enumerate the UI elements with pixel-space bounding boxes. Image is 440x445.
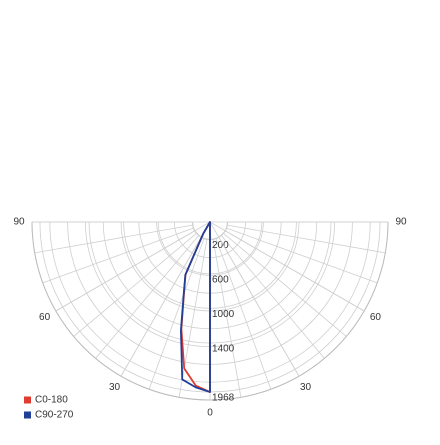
r-tick-label: 1000 xyxy=(212,309,235,320)
angle-tick-label: 30 xyxy=(300,382,312,393)
angle-tick-label: 60 xyxy=(39,312,51,323)
r-tick-label: 200 xyxy=(212,240,229,251)
angle-tick-label: 90 xyxy=(395,217,407,228)
minor-radial xyxy=(227,224,386,254)
minor-radial xyxy=(34,224,193,254)
minor-radial xyxy=(212,239,242,398)
minor-radial xyxy=(148,238,205,390)
angle-tick-label: 90 xyxy=(13,217,25,228)
r-tick-label: 1968 xyxy=(212,393,235,404)
minor-radial xyxy=(221,235,325,359)
grid-radial xyxy=(120,221,211,377)
minor-radial xyxy=(226,227,378,284)
minor-radial xyxy=(95,235,199,359)
legend-swatch xyxy=(24,396,31,404)
minor-radial xyxy=(223,233,347,337)
grid-radial xyxy=(209,221,300,377)
r-tick-label: 600 xyxy=(212,274,229,285)
series-line xyxy=(180,221,211,393)
legend-label: C90-270 xyxy=(35,410,74,421)
grid-radial xyxy=(209,221,365,312)
minor-radial xyxy=(73,233,197,337)
angle-tick-label: 0 xyxy=(207,408,213,419)
angle-tick-label: 30 xyxy=(109,382,121,393)
r-tick-label: 1400 xyxy=(212,344,235,355)
minor-radial xyxy=(178,239,208,398)
legend-label: C0-180 xyxy=(35,395,68,406)
legend-swatch xyxy=(24,411,31,419)
minor-radial xyxy=(42,227,194,284)
grid-radial xyxy=(55,221,211,312)
angle-tick-label: 60 xyxy=(370,312,382,323)
minor-radial xyxy=(215,238,272,390)
